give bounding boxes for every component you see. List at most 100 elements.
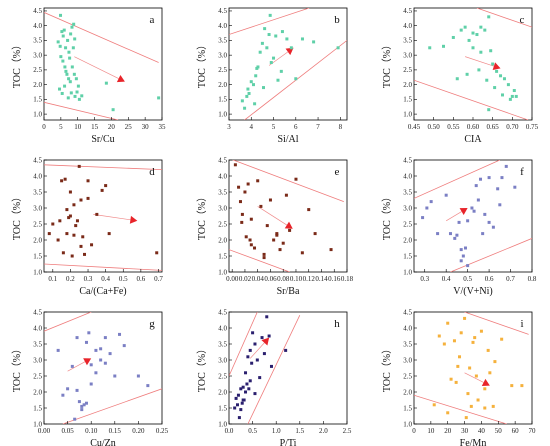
data-point — [487, 220, 491, 224]
x-tick-label: 40 — [478, 427, 486, 435]
data-point — [258, 50, 262, 54]
y-tick-label: 3.0 — [33, 356, 42, 364]
y-tick-label: 3.5 — [33, 188, 42, 196]
x-tick-label: 0.7 — [506, 275, 515, 283]
data-point — [255, 358, 259, 362]
x-tick-label: 0 — [412, 427, 416, 435]
x-tick-label: 0.02 — [239, 275, 252, 283]
panel-label: d — [149, 166, 155, 178]
data-point — [77, 164, 81, 168]
y-axis-label: TOC（%） — [196, 344, 208, 392]
data-point — [94, 371, 98, 375]
trend-line-2 — [247, 315, 301, 424]
y-tick-label: 3.0 — [403, 51, 412, 59]
data-point — [456, 364, 460, 368]
x-tick-label: 0.15 — [109, 427, 122, 435]
data-point — [64, 46, 68, 50]
data-point — [233, 406, 237, 410]
data-point — [491, 404, 495, 408]
data-point — [269, 364, 273, 368]
data-point — [262, 86, 266, 90]
data-point — [300, 37, 304, 41]
x-tick-label: 0.4 — [442, 275, 451, 283]
data-point — [463, 25, 467, 29]
trend-line-2 — [414, 394, 507, 424]
data-point — [70, 25, 74, 29]
trend-arrow-shaft — [464, 372, 484, 383]
x-tick-label: 0.8 — [528, 275, 537, 283]
data-point — [495, 69, 499, 73]
data-point — [272, 56, 276, 60]
y-tick-label: 2.5 — [218, 66, 227, 74]
data-point — [336, 46, 340, 50]
data-point — [288, 228, 292, 232]
y-tick-label: 4.5 — [403, 308, 412, 316]
data-point — [459, 259, 463, 263]
data-point — [86, 196, 90, 200]
panel-a: 0 5 10 15 20 25 30 35 1.0 1.5 2.0 2.5 3.0 3.5 4.0 4.5 Sr… — [11, 7, 166, 145]
data-point — [253, 246, 257, 250]
x-tick-label: 0.70 — [506, 123, 519, 131]
data-point — [100, 188, 104, 192]
x-tick-label: 0.0 — [225, 427, 234, 435]
data-point — [513, 185, 517, 189]
trend-line-1 — [464, 312, 529, 335]
data-point — [483, 212, 487, 216]
x-tick-label: 60 — [512, 427, 520, 435]
data-point — [107, 232, 111, 236]
data-point — [488, 371, 492, 375]
data-point — [458, 355, 462, 359]
y-tick-label: 1.5 — [218, 252, 227, 260]
panel-label: b — [334, 14, 340, 26]
data-point — [468, 366, 472, 370]
data-point — [502, 77, 506, 81]
trend-line-1 — [414, 160, 500, 199]
data-point — [69, 32, 73, 36]
data-point — [251, 83, 255, 87]
y-tick-label: 1.5 — [33, 96, 42, 104]
x-axis-label: Cu/Zn — [90, 438, 116, 446]
y-tick-label: 4.0 — [218, 172, 227, 180]
data-point — [89, 382, 93, 386]
y-tick-label: 3.0 — [403, 356, 412, 364]
data-point — [459, 28, 463, 32]
y-tick-label: 1.5 — [33, 404, 42, 412]
trend-arrow-shaft — [257, 206, 288, 226]
y-tick-label: 2.0 — [403, 388, 412, 396]
y-tick-label: 2.0 — [403, 236, 412, 244]
trend-arrow-shaft — [74, 56, 119, 79]
data-point — [500, 337, 504, 341]
x-tick-label: 0.05 — [61, 427, 74, 435]
data-point — [66, 96, 70, 100]
data-point — [421, 216, 425, 220]
data-point — [104, 184, 108, 188]
data-point — [259, 204, 263, 208]
trend-line-2 — [44, 263, 162, 271]
panel-d: 0.1 0.2 0.3 0.4 0.5 0.6 0.7 1.0 1.5 2.0 2.5 3.0 3.5 4… — [11, 156, 163, 297]
y-tick-label: 4.5 — [33, 308, 42, 316]
data-point — [289, 46, 293, 50]
y-tick-label: 4.5 — [403, 7, 412, 15]
data-point — [249, 80, 253, 84]
data-point — [80, 404, 84, 408]
trend-arrow-head — [83, 358, 92, 366]
data-point — [514, 94, 518, 98]
x-tick-label: 5 — [272, 123, 276, 131]
data-point — [66, 38, 70, 42]
data-point — [467, 38, 471, 42]
data-point — [463, 316, 467, 320]
trend-arrow-shaft — [465, 56, 495, 67]
data-point — [68, 214, 72, 218]
data-point — [512, 89, 516, 93]
data-point — [491, 225, 495, 229]
data-point — [90, 243, 94, 247]
trend-arrow-shaft — [93, 214, 131, 221]
data-point — [476, 398, 480, 402]
data-point — [60, 30, 64, 34]
data-point — [241, 385, 245, 389]
data-point — [58, 44, 62, 48]
data-point — [59, 55, 63, 59]
data-point — [70, 254, 74, 258]
x-axis-label: P/Ti — [280, 438, 297, 446]
data-point — [428, 46, 432, 50]
